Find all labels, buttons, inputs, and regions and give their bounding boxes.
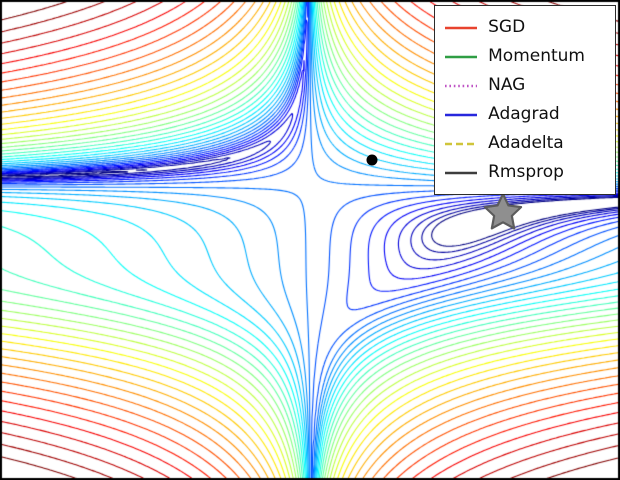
legend-label: Adagrad <box>488 104 560 124</box>
legend-entry-sgd: SGD <box>444 13 585 42</box>
legend-entry-rmsprop: Rmsprop <box>444 158 585 187</box>
legend-entry-nag: NAG <box>444 71 585 100</box>
legend-label: Rmsprop <box>488 162 564 182</box>
legend-label: Adadelta <box>488 133 564 153</box>
nag-line-icon <box>445 84 478 87</box>
legend-entry-adagrad: Adagrad <box>444 100 585 129</box>
rmsprop-line-icon <box>445 171 478 174</box>
adadelta-line-icon <box>445 142 478 145</box>
legend-label: NAG <box>488 75 526 95</box>
legend-label: Momentum <box>488 46 585 66</box>
legend-entry-momentum: Momentum <box>444 42 585 71</box>
momentum-line-icon <box>445 55 478 58</box>
adagrad-line-icon <box>445 113 478 116</box>
sgd-line-icon <box>445 26 478 29</box>
legend: SGD Momentum NAG Adagrad Adadelta Rmspro… <box>434 5 616 195</box>
legend-label: SGD <box>488 17 526 37</box>
legend-entry-adadelta: Adadelta <box>444 129 585 158</box>
